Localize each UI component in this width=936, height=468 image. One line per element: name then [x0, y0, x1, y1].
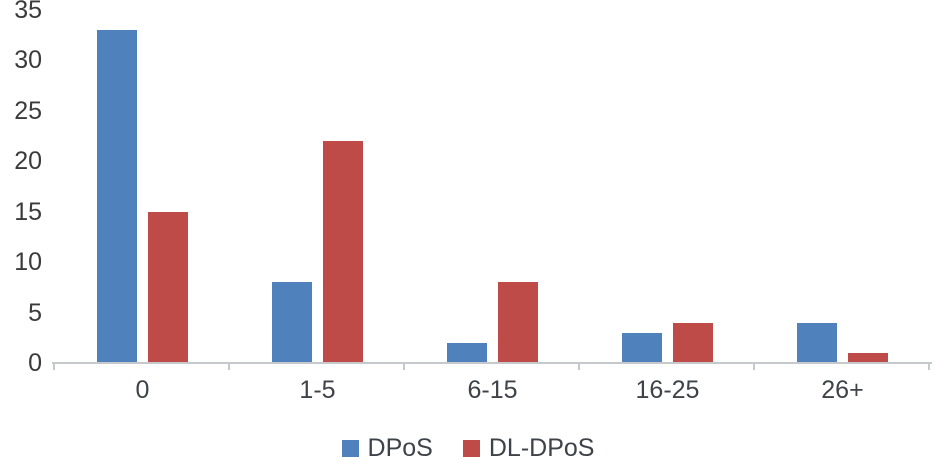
x-axis-line [52, 362, 932, 364]
y-axis: 0 5 10 15 20 25 30 35 [0, 0, 44, 376]
legend-item-dpos: DPoS [341, 434, 433, 463]
legend-item-dl-dpos: DL-DPoS [462, 434, 595, 463]
bar-group-26+ [755, 10, 930, 363]
bar-dl-dpos-26+ [848, 352, 888, 363]
bar-group-1-5 [230, 10, 405, 363]
bar-dpos-0 [97, 30, 137, 363]
x-axis-labels: 0 1-5 6-15 16-25 26+ [55, 376, 930, 405]
x-axis-tick [753, 362, 755, 370]
y-tick-label: 20 [14, 147, 42, 176]
y-tick-label: 15 [14, 197, 42, 226]
x-category-label: 1-5 [299, 376, 336, 404]
bar-dl-dpos-1-5 [323, 141, 363, 363]
y-tick-label: 0 [28, 349, 42, 377]
bar-dl-dpos-6-15 [498, 282, 538, 363]
x-axis-tick [578, 362, 580, 370]
bar-dl-dpos-0 [148, 211, 188, 363]
legend-swatch-icon [462, 440, 480, 457]
bar-dpos-26+ [797, 322, 837, 363]
y-tick-label: 10 [14, 248, 42, 277]
x-category-label: 26+ [821, 376, 864, 404]
bar-group-0 [55, 10, 230, 363]
legend: DPoS DL-DPoS [0, 434, 936, 463]
bar-dpos-6-15 [447, 342, 487, 363]
legend-label: DPoS [367, 434, 433, 462]
x-category-label: 16-25 [635, 376, 700, 404]
x-axis-tick [928, 362, 930, 370]
plot-area [55, 10, 930, 363]
y-tick-label: 25 [14, 96, 42, 125]
x-category-label: 6-15 [467, 376, 518, 404]
bar-group-16-25 [580, 10, 755, 363]
y-tick-label: 5 [28, 298, 42, 327]
x-axis-tick [403, 362, 405, 370]
bar-dpos-1-5 [272, 282, 312, 363]
bar-dpos-16-25 [622, 332, 662, 363]
y-tick-label: 35 [14, 0, 42, 24]
x-axis-tick [53, 362, 55, 370]
legend-label: DL-DPoS [488, 434, 595, 462]
legend-swatch-icon [341, 440, 359, 457]
x-axis-tick [228, 362, 230, 370]
bar-dl-dpos-16-25 [673, 322, 713, 363]
y-tick-label: 30 [14, 46, 42, 75]
bar-group-6-15 [405, 10, 580, 363]
x-category-label: 0 [135, 376, 150, 404]
